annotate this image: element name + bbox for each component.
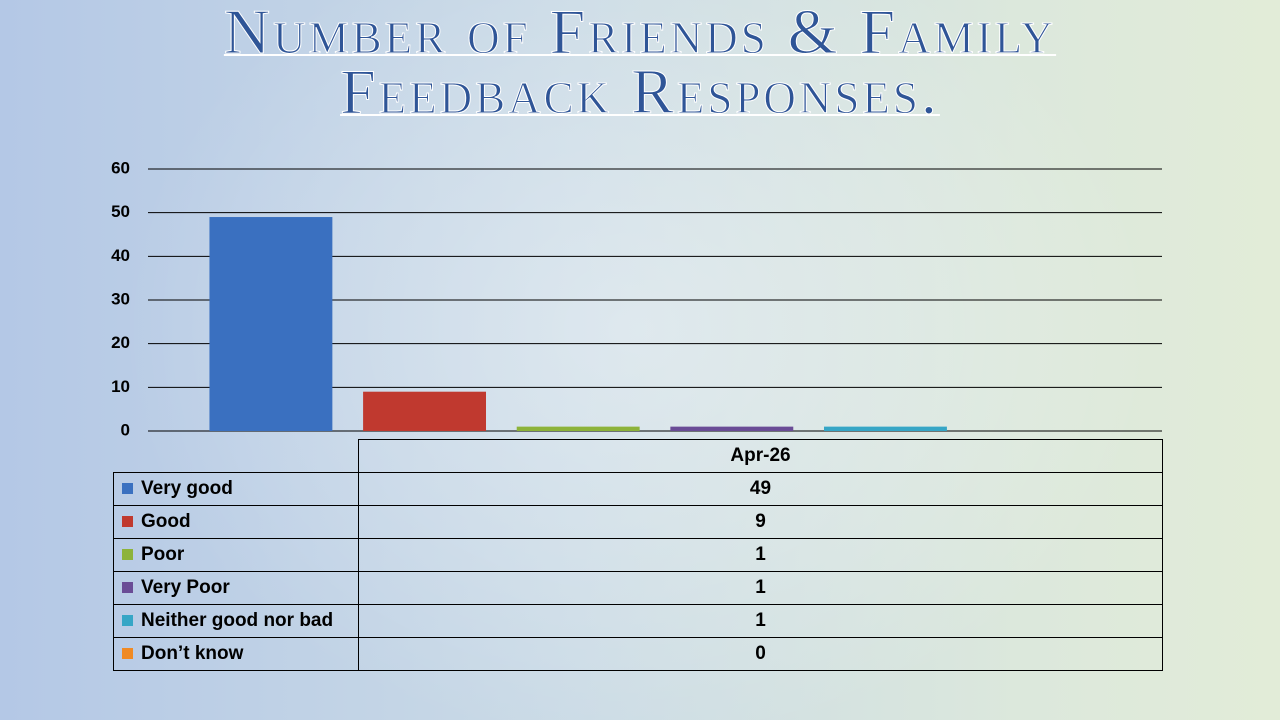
legend-swatch <box>122 483 133 494</box>
legend-label: Very Poor <box>141 577 230 598</box>
value-label: 9 <box>358 505 1163 539</box>
legend-entry: Poor <box>113 538 359 572</box>
table-row: Poor 1 <box>113 538 1163 572</box>
legend-label: Neither good nor bad <box>141 610 334 631</box>
y-tick-label: 60 <box>111 158 130 177</box>
table-row: Very good 49 <box>113 472 1163 506</box>
legend-label: Poor <box>141 544 185 565</box>
legend-entry: Very Poor <box>113 571 359 605</box>
table-row: Very Poor 1 <box>113 571 1163 605</box>
bar <box>209 217 333 431</box>
y-tick-label: 50 <box>111 202 130 221</box>
y-tick-label: 0 <box>121 420 130 439</box>
value-label: 1 <box>358 571 1163 605</box>
y-tick-label: 30 <box>111 289 130 308</box>
legend-entry: Don’t know <box>113 637 359 671</box>
legend-swatch <box>122 648 133 659</box>
table-row: Neither good nor bad 1 <box>113 604 1163 638</box>
bar <box>516 426 640 431</box>
legend-entry: Good <box>113 505 359 539</box>
legend-swatch <box>122 582 133 593</box>
y-tick-label: 40 <box>111 246 130 265</box>
bar <box>824 426 947 431</box>
chart-title: Number of Friends & Family Feedback Resp… <box>223 0 1057 127</box>
data-table: Apr-26 Very good 49 Good 9 Poor 1 Very Poor 1 Nei… <box>113 439 1163 671</box>
legend-entry: Very good <box>113 472 359 506</box>
table-row: Good 9 <box>113 505 1163 539</box>
legend-label: Don’t know <box>141 643 244 664</box>
value-label: 49 <box>358 472 1163 506</box>
table-row: Don’t know 0 <box>113 637 1163 671</box>
legend-entry: Neither good nor bad <box>113 604 359 638</box>
x-tick-label: Apr-26 <box>358 439 1163 473</box>
value-label: 1 <box>358 538 1163 572</box>
legend-label: Very good <box>141 478 233 499</box>
legend-swatch <box>122 549 133 560</box>
value-label: 1 <box>358 604 1163 638</box>
legend-label: Good <box>141 511 191 532</box>
y-tick-label: 10 <box>111 377 130 396</box>
value-label: 0 <box>358 637 1163 671</box>
bar <box>363 391 486 431</box>
bar <box>670 426 794 431</box>
legend-swatch <box>122 516 133 527</box>
corner <box>113 439 359 473</box>
table-header: Apr-26 <box>113 439 1163 473</box>
legend-swatch <box>122 615 133 626</box>
y-tick-label: 20 <box>111 333 130 352</box>
